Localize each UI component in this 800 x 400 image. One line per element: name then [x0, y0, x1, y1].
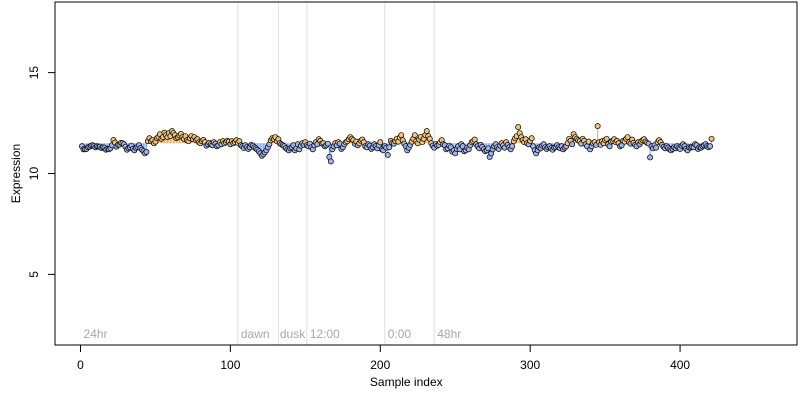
y-tick-label: 15 [27, 66, 41, 80]
plot-frame [54, 1, 798, 346]
data-point [386, 144, 393, 151]
data-point [398, 132, 405, 139]
x-tick-label: 100 [220, 358, 240, 372]
x-axis-title: Sample index [370, 375, 443, 389]
y-tick-label: 5 [27, 271, 41, 278]
annotation-lines [237, 2, 435, 345]
x-tick-label: 300 [520, 358, 540, 372]
data-point [603, 135, 610, 142]
data-point [377, 139, 384, 146]
annotation-label: dusk [280, 327, 306, 341]
data-point [594, 123, 601, 130]
annotation-label: 12:00 [310, 327, 340, 341]
y-axis-title: Expression [9, 144, 23, 203]
data-point [528, 135, 535, 142]
y-tick-label: 10 [27, 167, 41, 181]
annotation-label: 0:00 [388, 327, 412, 341]
x-tick-label: 400 [670, 358, 690, 372]
data-point [569, 141, 576, 148]
data-point [384, 151, 391, 158]
annotation-label: 24hr [83, 327, 107, 341]
annotation-label: 48hr [437, 327, 461, 341]
data-point [708, 135, 715, 142]
data-point [327, 158, 334, 165]
data-points [79, 123, 715, 165]
annotation-labels: 24hr dawn dusk 12:00 0:00 48hr [83, 327, 461, 341]
data-point [515, 124, 522, 131]
data-point [653, 144, 660, 151]
data-point [423, 128, 430, 135]
annotation-label: dawn [241, 327, 270, 341]
x-tick-label: 0 [77, 358, 84, 372]
y-axis: 5 10 15 [27, 66, 56, 278]
data-point [143, 148, 150, 155]
x-axis: 0 100 200 300 400 [77, 344, 690, 372]
data-point [324, 140, 331, 147]
data-point [647, 154, 654, 161]
data-point [509, 143, 516, 150]
x-tick-label: 200 [370, 358, 390, 372]
data-point [411, 132, 418, 139]
data-point [707, 143, 714, 150]
